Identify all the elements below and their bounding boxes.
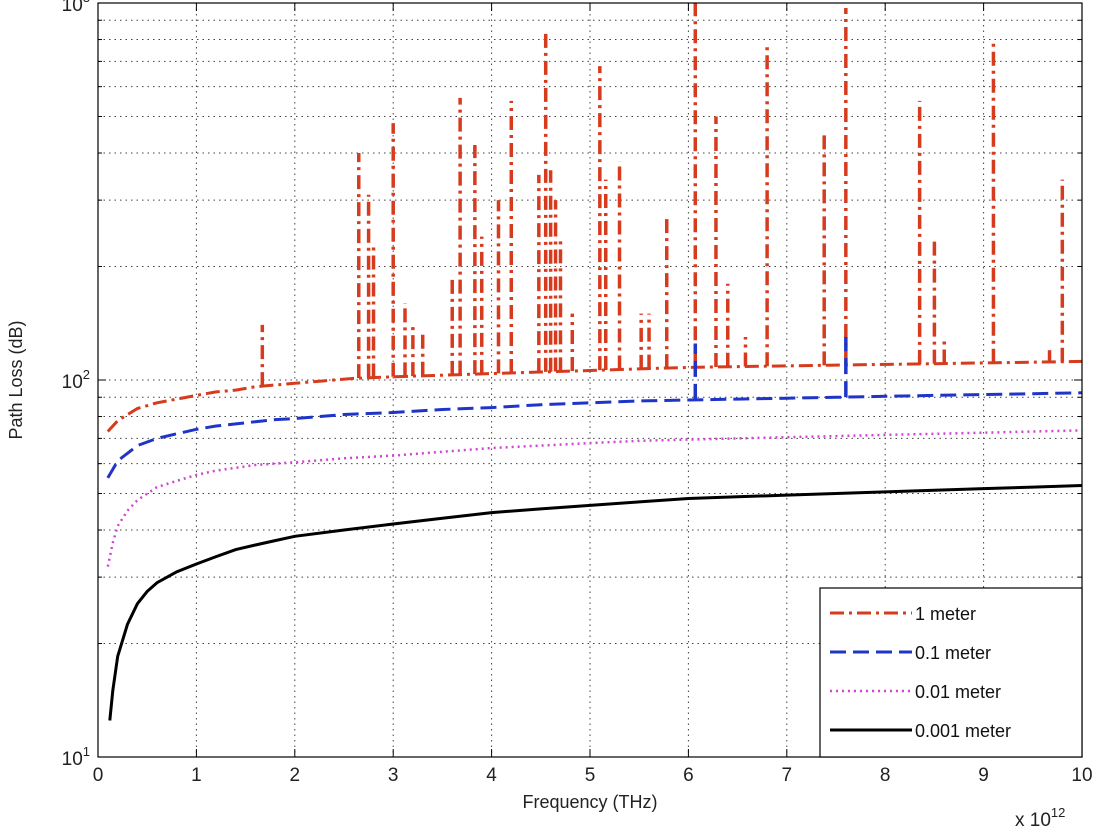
x-tick-label: 3 bbox=[388, 765, 399, 786]
y-axis-label: Path Loss (dB) bbox=[6, 320, 26, 439]
x-axis-label: Frequency (THz) bbox=[522, 792, 657, 812]
legend-label: 0.1 meter bbox=[915, 643, 991, 663]
series-layer bbox=[106, 3, 1083, 721]
x-tick-label: 2 bbox=[290, 765, 301, 786]
y-tick-label-base: 10 bbox=[62, 372, 83, 393]
series-line bbox=[106, 359, 1083, 433]
y-tick-label: 101 bbox=[62, 744, 90, 770]
y-tick-label-base: 10 bbox=[62, 749, 83, 770]
x-axis-multiplier-exponent: 12 bbox=[1051, 805, 1065, 820]
x-tick-label: 1 bbox=[191, 765, 202, 786]
y-tick-label-exponent: 3 bbox=[83, 0, 90, 5]
x-tick-label: 10 bbox=[1071, 765, 1092, 786]
x-tick-label: 5 bbox=[585, 765, 596, 786]
legend-label: 0.001 meter bbox=[915, 721, 1011, 741]
y-tick-label: 103 bbox=[62, 0, 90, 16]
y-tick-label: 102 bbox=[62, 367, 90, 393]
y-tick-label-base: 10 bbox=[62, 0, 83, 16]
series-0.1-meter bbox=[106, 337, 1083, 479]
series-1-meter bbox=[106, 3, 1083, 433]
x-tick-label: 0 bbox=[93, 765, 104, 786]
x-tick-label: 7 bbox=[782, 765, 793, 786]
series-0.01-meter bbox=[106, 429, 1083, 567]
legend-label: 1 meter bbox=[915, 604, 976, 624]
y-tick-label-exponent: 2 bbox=[83, 367, 90, 382]
x-tick-label: 8 bbox=[880, 765, 891, 786]
x-tick-label: 4 bbox=[486, 765, 497, 786]
series-line bbox=[106, 391, 1083, 479]
x-axis-multiplier-base: x 10 bbox=[1015, 810, 1051, 831]
x-axis-multiplier: x 1012 bbox=[1015, 805, 1065, 831]
legend: 1 meter 0.1 meter 0.01 meter 0.001 meter bbox=[819, 587, 1083, 758]
x-tick-label: 9 bbox=[978, 765, 989, 786]
series-line bbox=[106, 429, 1083, 567]
legend-label: 0.01 meter bbox=[915, 682, 1001, 702]
x-tick-label: 6 bbox=[683, 765, 694, 786]
series-0.001-meter bbox=[108, 484, 1083, 721]
y-tick-label-exponent: 1 bbox=[83, 744, 90, 759]
tick-layer: 012345678910101102103 bbox=[62, 0, 1093, 786]
series-line bbox=[108, 484, 1083, 721]
